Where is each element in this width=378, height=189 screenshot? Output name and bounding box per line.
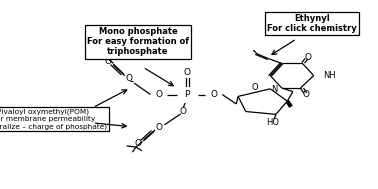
Text: O: O xyxy=(305,53,311,62)
Text: O: O xyxy=(303,90,310,99)
Text: P: P xyxy=(184,90,190,99)
Text: Mono phosphate
For easy formation of
triphosphate: Mono phosphate For easy formation of tri… xyxy=(87,27,189,57)
Text: O: O xyxy=(210,90,217,99)
Text: O: O xyxy=(155,90,162,99)
Text: N: N xyxy=(271,85,278,94)
Text: O: O xyxy=(104,57,111,66)
Text: O: O xyxy=(252,83,259,92)
Text: O: O xyxy=(135,139,141,148)
Text: O: O xyxy=(180,107,187,116)
Text: NH: NH xyxy=(323,71,336,80)
Text: O: O xyxy=(125,74,132,83)
Text: HO: HO xyxy=(266,118,279,127)
Text: Pivaloyl oxymethyl(POM)
For membrane permeability
(neutralize – charge of phosph: Pivaloyl oxymethyl(POM) For membrane per… xyxy=(0,108,107,130)
Text: O: O xyxy=(184,68,191,77)
Text: O: O xyxy=(155,123,162,132)
Text: Ethynyl
For click chemistry: Ethynyl For click chemistry xyxy=(267,14,357,33)
